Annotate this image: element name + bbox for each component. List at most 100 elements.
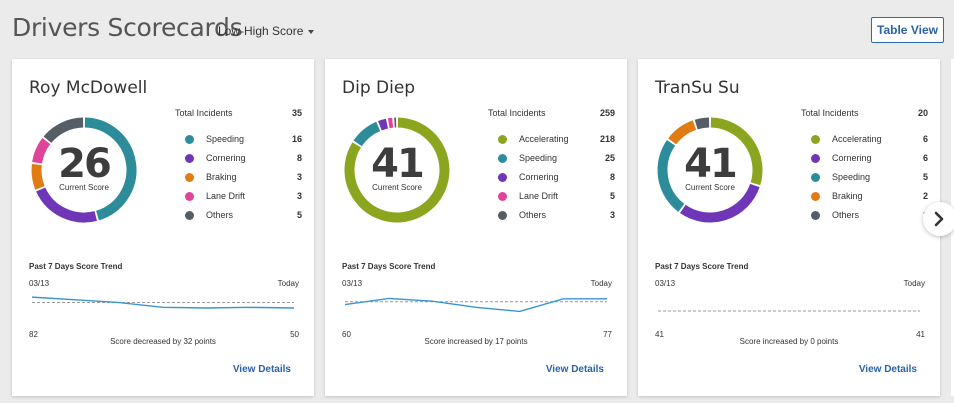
driver-name: TranSu Su <box>655 78 740 98</box>
legend-item: Cornering 8 <box>487 170 617 184</box>
driver-card: Roy McDowell 26 Current Score Total Inci… <box>12 59 314 396</box>
legend-value: 6 <box>922 153 928 163</box>
sort-dropdown-label: Low-High Score <box>218 24 304 38</box>
legend-item: Others 3 <box>487 208 617 222</box>
trend-summary: Score increased by 17 points <box>424 337 528 346</box>
current-score-caption: Current Score <box>372 183 422 192</box>
legend-dot-icon <box>811 191 820 201</box>
current-score-caption: Current Score <box>59 183 109 192</box>
trend-first-score: 41 <box>655 330 664 339</box>
donut-segment <box>378 118 389 131</box>
trend-start-label: 03/13 <box>342 279 363 288</box>
page-title: Drivers Scorecards <box>12 13 243 42</box>
legend-dot-icon <box>185 191 194 201</box>
score-trend-chart <box>32 296 294 309</box>
legend-dot-icon <box>811 134 820 144</box>
legend-dot-icon <box>185 153 194 163</box>
total-incidents-value: 20 <box>917 108 928 118</box>
legend-value: 218 <box>599 134 615 144</box>
legend-item: Accelerating 6 <box>800 132 930 146</box>
legend-item: Cornering 6 <box>800 151 930 165</box>
caret-down-icon <box>308 29 315 34</box>
page-header: Drivers Scorecards Low-High Score Table … <box>0 0 954 58</box>
trend-first-score: 60 <box>342 330 351 339</box>
legend-dot-icon <box>498 210 507 220</box>
legend-item: Braking 3 <box>174 170 304 184</box>
legend-item: Accelerating 218 <box>487 132 617 146</box>
legend-dot-icon <box>498 153 507 163</box>
trend-end-label: Today <box>903 279 925 288</box>
total-incidents-value: 35 <box>291 108 302 118</box>
incidents-legend: Total Incidents 35 Speeding 16 Cornering 8… <box>174 108 304 220</box>
donut-segment <box>36 187 97 223</box>
legend-value: 5 <box>609 191 615 201</box>
trend-last-score: 41 <box>916 330 925 339</box>
incidents-donut-chart <box>657 117 763 223</box>
legend-item: Others1 <box>800 208 930 222</box>
legend-value: 3 <box>609 210 615 220</box>
view-details-link[interactable]: View Details <box>232 364 291 375</box>
table-view-button[interactable]: Table View <box>871 17 944 43</box>
legend-item: Lane Drift 3 <box>174 189 304 203</box>
driver-card: Dip Diep 41 Current Score Total Incident… <box>325 59 627 396</box>
total-incidents-row: Total Incidents 35 <box>174 108 304 121</box>
legend-item: Braking 2 <box>800 189 930 203</box>
legend-label: Accelerating <box>519 134 569 144</box>
trend-line <box>345 297 607 313</box>
view-details-link[interactable]: View Details <box>858 364 917 375</box>
legend-label: Lane Drift <box>519 191 559 201</box>
donut-segment <box>43 117 84 144</box>
legend-value: 2 <box>922 191 928 201</box>
trend-end-label: Today <box>277 279 299 288</box>
legend-label: Accelerating <box>832 134 882 144</box>
trend-line <box>32 296 294 309</box>
view-details-link[interactable]: View Details <box>545 364 604 375</box>
score-trend-chart <box>345 297 607 313</box>
donut-segment <box>344 117 450 223</box>
legend-label: Speeding <box>519 153 558 163</box>
legend-item: Speeding 25 <box>487 151 617 165</box>
legend-label: Others <box>206 210 234 220</box>
legend-value: 3 <box>296 172 302 182</box>
current-score-caption: Current Score <box>685 183 735 192</box>
legend-dot-icon <box>185 210 194 220</box>
total-incidents-label: Total Incidents <box>801 108 859 118</box>
legend-dot-icon <box>185 134 194 144</box>
legend-item: Lane Drift 5 <box>487 189 617 203</box>
legend-label: Braking <box>832 191 863 201</box>
legend-dot-icon <box>498 191 507 201</box>
legend-value: 5 <box>296 210 302 220</box>
legend-label: Cornering <box>832 153 872 163</box>
donut-segment <box>387 117 394 129</box>
next-page-button[interactable] <box>923 202 954 236</box>
incidents-donut-chart <box>344 117 450 223</box>
legend-dot-icon <box>811 210 820 220</box>
donut-segment <box>84 117 137 221</box>
current-score-value: 41 <box>371 141 425 187</box>
driver-name: Roy McDowell <box>29 78 148 98</box>
donut-segment <box>710 117 763 186</box>
donut-segment <box>657 139 685 212</box>
legend-value: 3 <box>296 191 302 201</box>
legend-label: Speeding <box>832 172 871 182</box>
legend-label: Braking <box>206 172 237 182</box>
donut-segment <box>679 183 760 223</box>
legend-item: Speeding 5 <box>800 170 930 184</box>
trend-last-score: 50 <box>290 330 299 339</box>
donut-segment <box>668 120 697 145</box>
total-incidents-value: 259 <box>599 108 615 118</box>
legend-dot-icon <box>498 172 507 182</box>
legend-value: 6 <box>922 134 928 144</box>
trend-end-label: Today <box>590 279 612 288</box>
sort-dropdown[interactable]: Low-High Score <box>218 24 315 38</box>
legend-label: Others <box>832 210 860 220</box>
legend-value: 8 <box>609 172 615 182</box>
incidents-legend: Total Incidents 20 Accelerating 6 Corneri… <box>800 108 930 220</box>
legend-label: Speeding <box>206 134 245 144</box>
trend-title: Past 7 Days Score Trend <box>342 262 436 271</box>
legend-value: 16 <box>291 134 302 144</box>
legend-item: Others 5 <box>174 208 304 222</box>
trend-title: Past 7 Days Score Trend <box>655 262 749 271</box>
donut-segment <box>353 121 381 147</box>
trend-first-score: 82 <box>29 330 38 339</box>
